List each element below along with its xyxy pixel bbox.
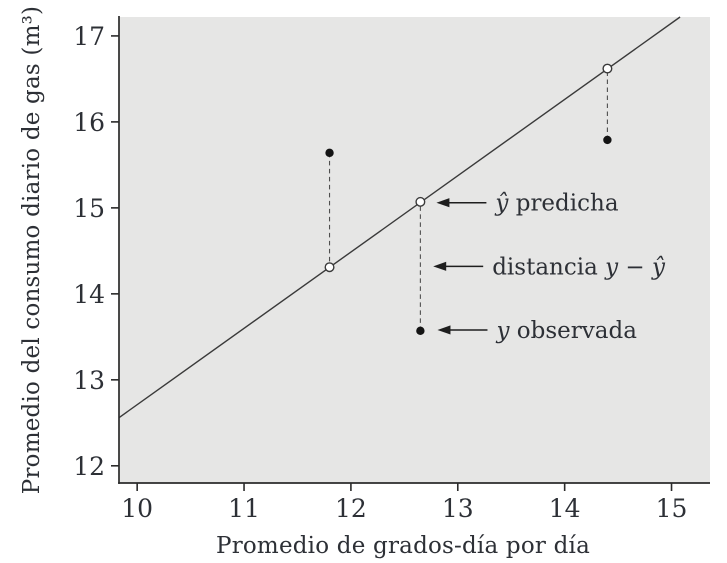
x-tick-label: 10 xyxy=(121,494,153,523)
x-tick-label: 13 xyxy=(442,494,474,523)
y-tick-label: 17 xyxy=(73,22,105,51)
predicted-point xyxy=(415,196,426,207)
predicted-point xyxy=(324,262,335,273)
left-arrow-icon xyxy=(436,198,450,208)
x-tick-label: 15 xyxy=(656,494,688,523)
y-tick-label: 12 xyxy=(73,452,105,481)
x-tick-label: 12 xyxy=(335,494,367,523)
left-arrow-icon xyxy=(433,261,447,271)
x-tick-label: 14 xyxy=(549,494,581,523)
y-tick-label: 15 xyxy=(73,194,105,223)
y-axis-title: Promedio del consumo diario de gas (m³) xyxy=(19,5,45,495)
observed-annotation: y observada xyxy=(495,318,637,344)
predicted-point xyxy=(602,63,613,74)
y-tick-label: 16 xyxy=(73,108,105,137)
observed-point xyxy=(325,148,334,158)
y-tick-label: 13 xyxy=(73,366,105,395)
regression-line xyxy=(118,16,681,419)
predicted-annotation: ŷ predicha xyxy=(494,191,618,217)
left-arrow-icon xyxy=(437,325,451,335)
observed-point xyxy=(603,135,612,145)
distance-annotation: distancia y − ŷ xyxy=(492,254,666,280)
plot-area xyxy=(119,17,710,483)
y-tick-label: 14 xyxy=(73,280,105,309)
x-axis-title: Promedio de grados-día por día xyxy=(216,533,590,559)
x-tick-label: 11 xyxy=(228,494,260,523)
observed-point xyxy=(416,326,425,336)
